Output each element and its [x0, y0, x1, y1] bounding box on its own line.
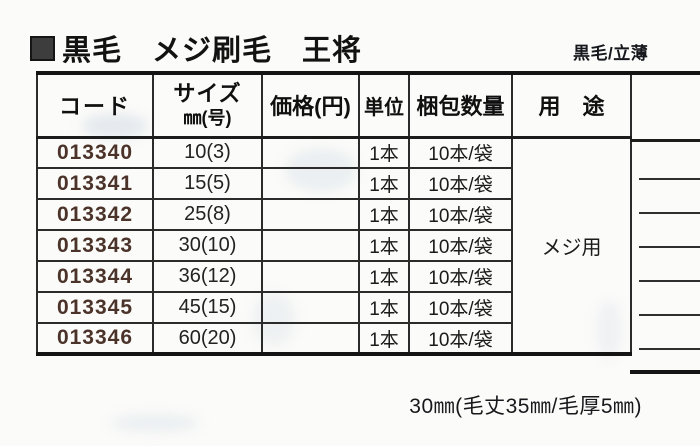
pack-cell: 10本/袋 [408, 291, 513, 324]
cutoff-table-top-line [630, 71, 700, 75]
size-cell: 10(3) [152, 136, 263, 169]
pack-cell: 10本/袋 [408, 198, 513, 231]
black-square-icon [30, 35, 55, 61]
size-header-line1: サイズ [173, 81, 242, 107]
column-header-code: コード [36, 72, 154, 139]
unit-cell: 1本 [358, 136, 410, 169]
table-row: 013345 45(15) 1本 10本/袋 [36, 291, 631, 324]
code-cell: 013345 [36, 291, 154, 324]
price-cell [261, 260, 360, 293]
pack-cell: 10本/袋 [408, 229, 513, 262]
header-row: コード サイズ ㎜(号) 価格(円) 単位 梱包数量 用 途 [36, 72, 632, 139]
cutoff-row-line [639, 280, 700, 282]
column-header-usage: 用 途 [511, 72, 632, 139]
cutoff-row-line [639, 314, 700, 316]
cutoff-row-line [639, 348, 700, 350]
bristle-type-label: 黒毛/立薄 [573, 44, 649, 63]
product-table-wrap: コード サイズ ㎜(号) 価格(円) 単位 梱包数量 用 途 013340 10… [36, 71, 632, 356]
cutoff-row-line [639, 246, 700, 248]
size-cell: 15(5) [152, 167, 263, 200]
usage-cell: メジ用 [511, 136, 632, 355]
column-header-unit: 単位 [358, 72, 410, 139]
table-row: 013346 60(20) 1本 10本/袋 [36, 322, 631, 355]
column-header-size: サイズ ㎜(号) [152, 72, 263, 139]
size-header-line2: ㎜(号) [183, 108, 232, 129]
pack-cell: 10本/袋 [408, 322, 513, 355]
table-row: 013342 25(8) 1本 10本/袋 [36, 198, 631, 231]
spec-footnote: 30㎜(毛丈35㎜/毛厚5㎜) [409, 395, 642, 418]
product-table: コード サイズ ㎜(号) 価格(円) 単位 梱包数量 用 途 013340 10… [36, 71, 632, 356]
code-cell: 013340 [36, 136, 154, 169]
table-row: 013340 10(3) 1本 10本/袋 メジ用 [36, 136, 632, 355]
pack-cell: 10本/袋 [408, 167, 513, 200]
price-cell [261, 198, 360, 231]
cutoff-row-line [639, 178, 700, 180]
size-cell: 30(10) [152, 229, 263, 262]
price-cell [261, 136, 360, 169]
column-header-price: 価格(円) [261, 72, 360, 139]
code-cell: 013344 [36, 260, 154, 293]
price-cell [261, 291, 360, 324]
pack-cell: 10本/袋 [408, 136, 513, 169]
pack-cell: 10本/袋 [408, 260, 513, 293]
price-cell [261, 167, 360, 200]
column-header-pack-qty: 梱包数量 [408, 72, 513, 139]
size-cell: 60(20) [152, 322, 263, 355]
table-row: 013344 36(12) 1本 10本/袋 [36, 260, 631, 293]
size-cell: 25(8) [152, 198, 263, 231]
size-cell: 36(12) [152, 260, 263, 293]
price-cell [261, 229, 360, 262]
code-cell: 013343 [36, 229, 154, 262]
price-cell [261, 322, 360, 355]
table-row: 013343 30(10) 1本 10本/袋 [36, 229, 631, 262]
unit-cell: 1本 [358, 260, 410, 293]
cutoff-table-header-line [630, 139, 700, 142]
unit-cell: 1本 [358, 167, 410, 200]
unit-cell: 1本 [358, 322, 410, 355]
size-cell: 45(15) [152, 291, 263, 324]
cutoff-table-bottom-line [630, 370, 700, 374]
code-cell: 013346 [36, 322, 154, 355]
table-row: 013341 15(5) 1本 10本/袋 [36, 167, 631, 200]
page-title: 黒毛 メジ刷毛 王将 [62, 35, 363, 67]
unit-cell: 1本 [358, 291, 410, 324]
code-cell: 013342 [36, 198, 154, 231]
cutoff-row-line [639, 212, 700, 214]
section-title: 黒毛 メジ刷毛 王将 [30, 27, 362, 69]
unit-cell: 1本 [358, 229, 410, 262]
unit-cell: 1本 [358, 198, 410, 231]
code-cell: 013341 [36, 167, 154, 200]
scan-smudge [110, 414, 200, 432]
